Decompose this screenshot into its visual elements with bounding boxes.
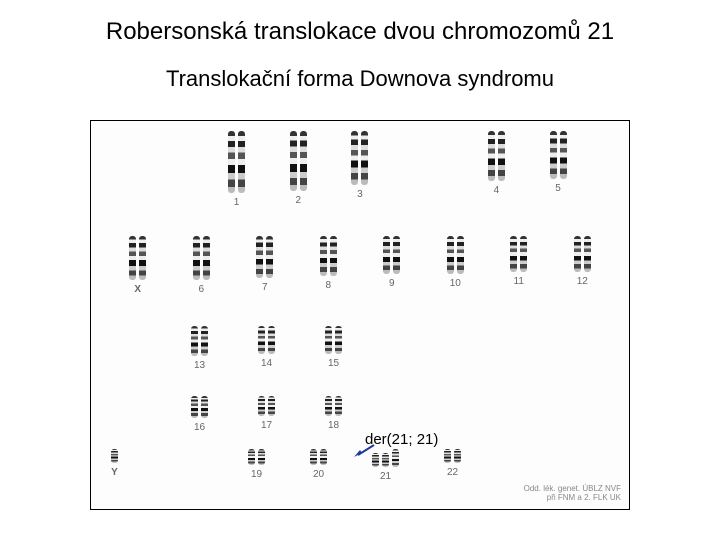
chrom-label: X [134, 284, 141, 295]
chrom-x: X [129, 236, 146, 295]
chrom-4: 4 [488, 131, 505, 208]
chrom-label: 6 [198, 284, 204, 295]
chrom-1: 1 [228, 131, 245, 208]
chrom-label: 19 [251, 469, 262, 480]
chrom-label: 4 [494, 185, 500, 196]
arrow-icon [354, 443, 376, 457]
chrom-21: 21 [372, 449, 399, 482]
chrom-label: 21 [380, 471, 391, 482]
der-annotation: der(21; 21) [365, 431, 438, 448]
chrom-10: 10 [447, 236, 464, 295]
chrom-label: 14 [261, 358, 272, 369]
chrom-6: 6 [193, 236, 210, 295]
chrom-y: Y [111, 449, 118, 482]
chromosome-row-2: X 6 7 8 9 10 11 12 [91, 236, 629, 295]
chrom-16: 16 [191, 396, 208, 433]
chrom-18: 18 [325, 396, 342, 433]
chrom-3: 3 [351, 131, 368, 208]
chrom-7: 7 [256, 236, 273, 295]
credit-text: Odd. lék. genet. ÚBLZ NVF při FNM a 2. F… [524, 485, 621, 503]
chrom-label: 11 [514, 276, 524, 287]
chrom-label: 3 [357, 189, 363, 200]
chrom-19: 19 [248, 449, 265, 482]
chrom-label: 2 [295, 195, 301, 206]
chrom-label: 17 [261, 420, 272, 431]
chrom-label: 12 [577, 276, 588, 287]
chromosome-row-3: 13 14 15 [91, 326, 629, 371]
chrom-9: 9 [383, 236, 400, 295]
chrom-label: 8 [325, 280, 331, 291]
chrom-17: 17 [258, 396, 275, 433]
chrom-13: 13 [191, 326, 208, 371]
chrom-label: 10 [450, 278, 461, 289]
chrom-label: 20 [313, 469, 324, 480]
page-title: Robersonská translokace dvou chromozomů … [0, 0, 720, 46]
chrom-label: 5 [555, 183, 561, 194]
chrom-14: 14 [258, 326, 275, 371]
chrom-20: 20 [310, 449, 327, 482]
chrom-11: 11 [510, 236, 527, 295]
credit-line2: při FNM a 2. FLK UK [547, 493, 621, 502]
chrom-15: 15 [325, 326, 342, 371]
chrom-12: 12 [574, 236, 591, 295]
chrom-label: 9 [389, 278, 395, 289]
page-subtitle: Translokační forma Downova syndromu [0, 46, 720, 92]
credit-line1: Odd. lék. genet. ÚBLZ NVF [524, 484, 621, 493]
chrom-22: 22 [444, 449, 461, 482]
chromosome-row-1: 1 2 3 4 5 [91, 131, 629, 208]
chrom-2: 2 [290, 131, 307, 208]
chrom-5: 5 [550, 131, 567, 208]
chrom-label: 18 [328, 420, 339, 431]
chrom-label: 7 [262, 282, 268, 293]
chrom-label: 1 [234, 197, 240, 208]
chrom-8: 8 [320, 236, 337, 295]
chrom-label: 16 [194, 422, 205, 433]
chrom-label: 13 [194, 360, 205, 371]
chromosome-row-4: 16 17 18 [91, 396, 629, 433]
chrom-label: 15 [328, 358, 339, 369]
chrom-label: 22 [447, 467, 458, 478]
chrom-label: Y [111, 467, 118, 478]
